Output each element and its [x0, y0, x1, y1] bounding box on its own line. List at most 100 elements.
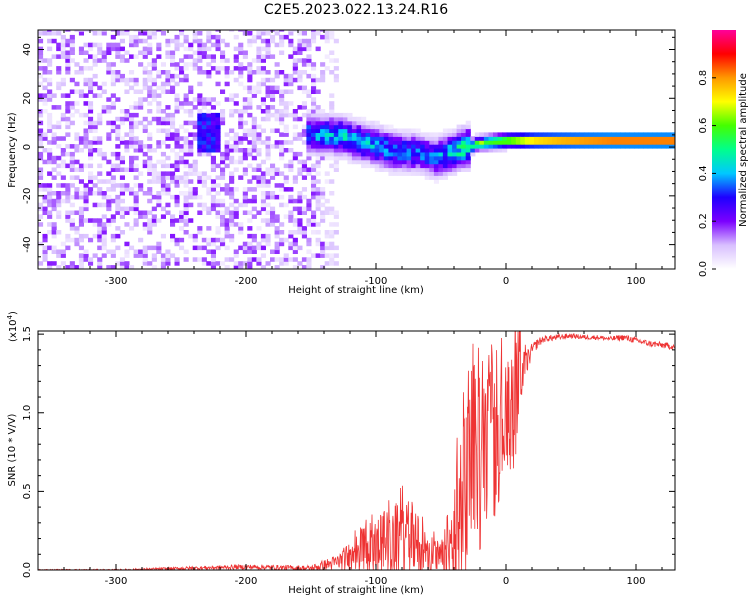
spectrogram-cell — [279, 148, 285, 153]
spectrogram-cell — [260, 97, 266, 102]
spectrogram-cell — [311, 191, 317, 196]
spectrogram-cell — [224, 206, 230, 212]
spectrogram-cell — [106, 66, 112, 71]
spectrogram-cell — [147, 191, 153, 196]
spectrogram-cell — [119, 77, 125, 83]
spectrogram-cell — [388, 159, 394, 165]
spectrogram-cell — [201, 101, 207, 106]
spectrogram-cell — [165, 81, 171, 87]
spectrogram-cell — [119, 116, 125, 122]
spectrogram-cell — [38, 214, 44, 219]
spectrogram-cell — [297, 73, 303, 79]
spectrogram-cell — [270, 77, 276, 83]
spectrogram-cell — [138, 120, 144, 126]
spectrogram-cell — [151, 167, 157, 172]
spectrogram-cell — [397, 136, 403, 141]
spectrogram-cell — [242, 194, 248, 200]
spectrogram-cell — [38, 30, 44, 32]
spectrogram-cell — [320, 151, 326, 157]
snr-x-ticks: -300 -200 -100 0 100 — [37, 331, 663, 587]
spectrogram-cell — [179, 58, 185, 63]
spectrogram-cell — [188, 218, 194, 223]
spectrogram-cell — [615, 144, 621, 149]
spectrogram-cell — [374, 151, 380, 157]
spectrogram-cell — [283, 163, 289, 169]
spectrogram-cell — [74, 230, 80, 235]
spectrogram-cell — [42, 194, 48, 200]
spectrogram-cell — [179, 155, 185, 161]
spectrogram-cell — [47, 187, 53, 192]
spectrogram-cell — [329, 144, 335, 149]
spectrogram-cell — [129, 163, 135, 169]
spectrogram-cell — [292, 50, 298, 55]
spectrogram-cell — [561, 136, 567, 141]
spectrogram-cell — [361, 136, 367, 141]
spectrogram-cell — [78, 214, 84, 219]
spectrogram-cell — [183, 194, 189, 200]
spectrogram-cell — [379, 155, 385, 161]
spectrogram-cell — [197, 136, 203, 141]
spectrogram-cell — [438, 155, 444, 161]
spectrogram-cell — [279, 171, 285, 176]
spectrogram-cell — [547, 144, 553, 149]
spectrogram-cell — [311, 38, 317, 44]
spectrogram-cell — [506, 140, 512, 145]
spectrogram-cell — [297, 198, 303, 204]
spectrogram-cell — [547, 140, 553, 145]
spectrogram-cell — [315, 120, 321, 126]
spectrogram-cell — [147, 93, 153, 98]
spectrogram-cell — [347, 144, 353, 149]
spectrogram-cell — [329, 34, 335, 40]
spectrogram-cell — [311, 253, 317, 258]
spectrogram-cell — [83, 120, 89, 126]
spectrogram-cell — [188, 233, 194, 239]
spectrogram-cell — [233, 54, 239, 59]
spectrogram-cell — [101, 241, 107, 247]
spectrogram-cell — [233, 206, 239, 212]
spectrogram-cell — [424, 136, 430, 141]
spectrogram-cell — [588, 144, 594, 149]
spectrogram-cell — [315, 191, 321, 196]
spectrogram-cell — [438, 148, 444, 153]
spectrogram-cell — [201, 132, 207, 137]
spectrogram-cell — [270, 144, 276, 149]
spectrogram-cell — [297, 136, 303, 141]
spectrogram-cell — [38, 241, 44, 247]
spectrogram-cell — [274, 85, 280, 91]
spectrogram-cell — [565, 144, 571, 149]
spectrogram-cell — [210, 116, 216, 122]
spectrogram-cell — [115, 167, 121, 172]
spectrogram-cell — [179, 218, 185, 223]
spectrogram-cell — [301, 265, 307, 269]
spectrogram-cell — [493, 148, 499, 153]
spectrogram-cell — [361, 124, 367, 130]
spectrogram-cell — [133, 124, 139, 130]
spectrogram-cell — [270, 34, 276, 40]
spectrogram-cell — [274, 257, 280, 262]
spectrogram-cell — [97, 171, 103, 176]
spectrogram-cell — [206, 210, 212, 215]
spectrogram-cell — [324, 230, 330, 235]
spectrogram-cell — [165, 136, 171, 141]
spectrogram-cell — [124, 77, 130, 83]
spectrogram-cell — [174, 128, 180, 133]
spectrogram-cell — [311, 222, 317, 227]
spectrogram-cell — [65, 237, 71, 243]
spectrogram-cell — [165, 89, 171, 94]
spectrogram-cell — [502, 144, 508, 149]
spectrogram-cell — [292, 241, 298, 247]
spectrogram-cell — [534, 144, 540, 149]
spectrogram-cell — [220, 198, 226, 204]
spectrogram-cell — [356, 144, 362, 149]
spectrogram-cell — [561, 132, 567, 137]
spectrogram-cell — [333, 124, 339, 130]
spectrogram-cell — [201, 97, 207, 102]
spectrogram-cell — [147, 155, 153, 161]
spectrogram-cell — [115, 155, 121, 161]
spectrogram-cell — [256, 34, 262, 40]
spectrogram-cell — [165, 38, 171, 44]
spectrogram-cell — [56, 194, 62, 200]
spectrogram-cell — [97, 265, 103, 269]
spectrogram-cell — [156, 70, 162, 75]
